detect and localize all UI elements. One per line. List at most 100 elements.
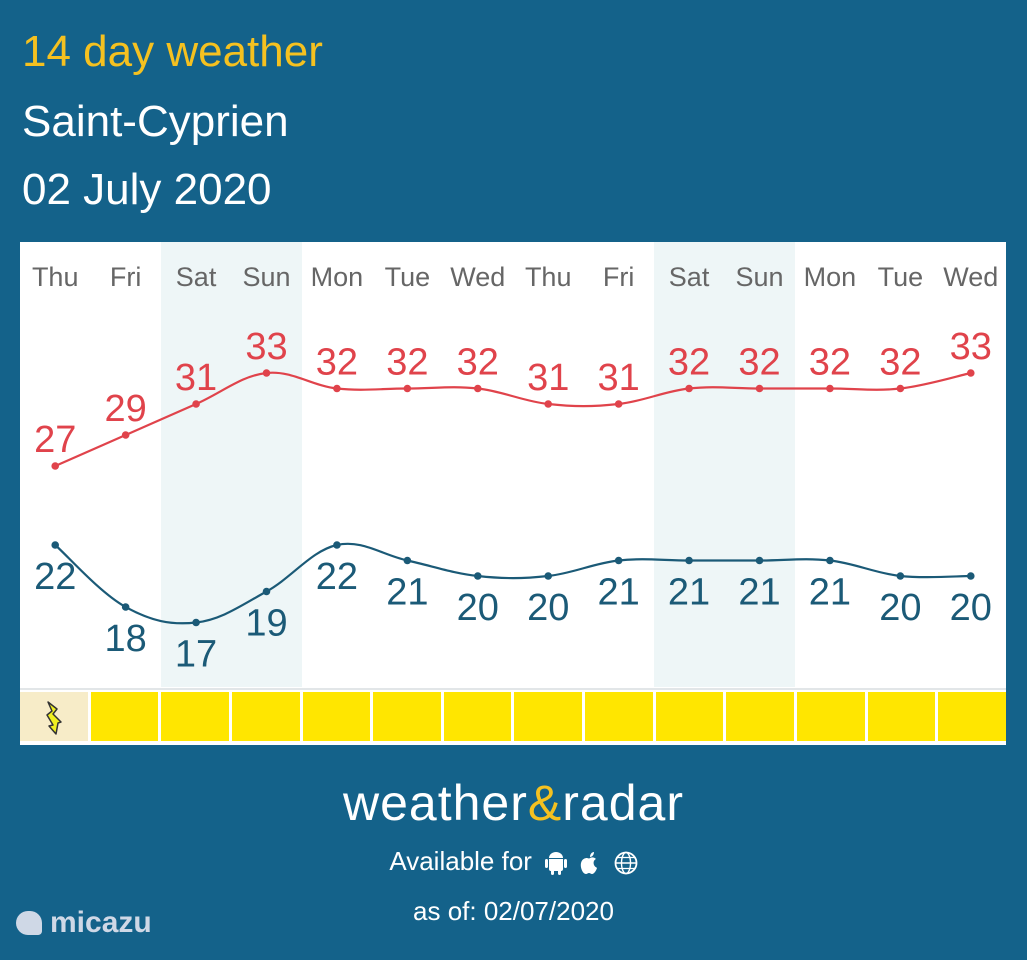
high-temp-point — [614, 400, 623, 408]
high-temp-label: 27 — [34, 419, 76, 461]
apple-icon[interactable] — [580, 851, 600, 875]
day-label: Mon — [804, 262, 857, 292]
low-temp-point — [826, 556, 834, 565]
low-temp-point — [403, 556, 412, 565]
high-temp-point — [896, 384, 905, 393]
low-temp-label: 21 — [598, 572, 640, 614]
available-for-label: Available for — [389, 846, 532, 876]
low-temp-label: 20 — [879, 587, 921, 629]
low-temp-label: 21 — [809, 572, 851, 614]
high-temp-point — [121, 431, 130, 439]
high-temp-label: 31 — [527, 357, 569, 399]
day-label: Mon — [311, 262, 364, 292]
page-title: 14 day weather — [22, 27, 323, 76]
day-label: Fri — [110, 262, 141, 292]
weekend-shade — [654, 242, 795, 687]
micazu-watermark: micazu — [16, 906, 152, 940]
low-temp-label: 21 — [386, 572, 428, 614]
low-temp-label: 17 — [175, 634, 217, 676]
low-temp-point — [896, 572, 905, 580]
high-temp-label: 32 — [879, 342, 921, 384]
lightning-warning-icon — [46, 701, 62, 735]
low-temp-point — [333, 541, 341, 549]
low-temp-label: 22 — [34, 556, 76, 598]
warning-cell[interactable] — [655, 692, 724, 741]
low-temp-point — [51, 541, 60, 549]
low-temp-point — [685, 556, 693, 565]
high-temp-point — [262, 369, 271, 377]
warning-cell[interactable] — [514, 692, 583, 741]
warning-cell[interactable] — [726, 692, 795, 741]
day-label: Wed — [450, 262, 505, 292]
day-label: Thu — [525, 262, 572, 292]
low-temp-label: 20 — [527, 587, 569, 629]
high-temp-point — [544, 400, 553, 408]
warning-cell[interactable] — [20, 692, 88, 741]
low-temp-point — [544, 572, 553, 580]
warning-cell[interactable] — [373, 692, 441, 741]
high-temp-point — [473, 384, 482, 393]
day-label: Sun — [242, 262, 290, 292]
low-temp-point — [192, 618, 200, 627]
brand-text-weather: weather — [343, 775, 528, 831]
high-temp-point — [51, 462, 60, 470]
available-for: Available for — [0, 846, 1027, 877]
day-label: Sun — [735, 262, 783, 292]
high-temp-point — [966, 369, 975, 377]
weekend-shade — [161, 242, 302, 687]
warning-cell[interactable] — [585, 692, 653, 741]
low-temp-point — [614, 556, 623, 565]
high-temp-label: 32 — [457, 342, 499, 384]
day-label: Fri — [603, 262, 634, 292]
high-temp-label: 31 — [598, 357, 640, 399]
low-temp-label: 19 — [245, 603, 287, 645]
warning-cell[interactable] — [161, 692, 229, 741]
day-label: Tue — [385, 262, 431, 292]
low-temp-label: 20 — [457, 587, 499, 629]
android-icon[interactable] — [545, 851, 568, 876]
warning-cell[interactable] — [867, 692, 936, 741]
low-temp-point — [473, 572, 482, 580]
low-temp-label: 21 — [668, 572, 710, 614]
brand-logo[interactable]: weather&radar — [0, 774, 1027, 832]
warning-cell[interactable] — [797, 692, 865, 741]
forecast-date: 02 July 2020 — [22, 165, 272, 214]
warning-cell[interactable] — [90, 692, 159, 741]
day-label: Sat — [669, 262, 710, 292]
day-label: Thu — [32, 262, 79, 292]
as-of-date: as of: 02/07/2020 — [413, 896, 614, 926]
warning-cell[interactable] — [231, 692, 300, 741]
day-label: Tue — [878, 262, 924, 292]
high-temp-label: 32 — [668, 342, 710, 384]
high-temp-point — [333, 384, 341, 393]
low-temp-label: 18 — [105, 618, 147, 660]
low-temp-point — [262, 587, 271, 596]
low-temp-label: 22 — [316, 556, 358, 598]
high-temp-point — [192, 400, 200, 408]
location-name: Saint-Cyprien — [22, 97, 289, 146]
warning-cell[interactable] — [938, 692, 1006, 741]
brand-text-radar: radar — [562, 775, 684, 831]
micazu-logo-icon — [16, 911, 42, 935]
high-temp-label: 32 — [386, 342, 428, 384]
high-temp-label: 33 — [950, 326, 992, 368]
low-temp-point — [121, 603, 130, 611]
high-temp-label: 32 — [316, 342, 358, 384]
day-label: Wed — [943, 262, 998, 292]
low-temp-label: 20 — [950, 587, 992, 629]
high-temp-point — [826, 384, 834, 393]
high-temp-label: 31 — [175, 357, 217, 399]
micazu-label: micazu — [50, 906, 152, 939]
high-temp-point — [755, 384, 764, 393]
weather-warning-strip — [20, 688, 1006, 743]
high-temp-point — [685, 384, 693, 393]
brand-ampersand: & — [527, 775, 563, 831]
warning-cell[interactable] — [443, 692, 512, 741]
temperature-chart: Thu Fri Sat Sun Mon Tue Wed Thu Fri Sat Sun Mon Tue W… — [32, 262, 998, 676]
high-temp-point — [403, 384, 412, 393]
low-temp-point — [755, 556, 764, 565]
high-temp-label: 32 — [809, 342, 851, 384]
globe-icon[interactable] — [614, 851, 638, 875]
low-temp-label: 21 — [738, 572, 780, 614]
warning-cell[interactable] — [302, 692, 371, 741]
